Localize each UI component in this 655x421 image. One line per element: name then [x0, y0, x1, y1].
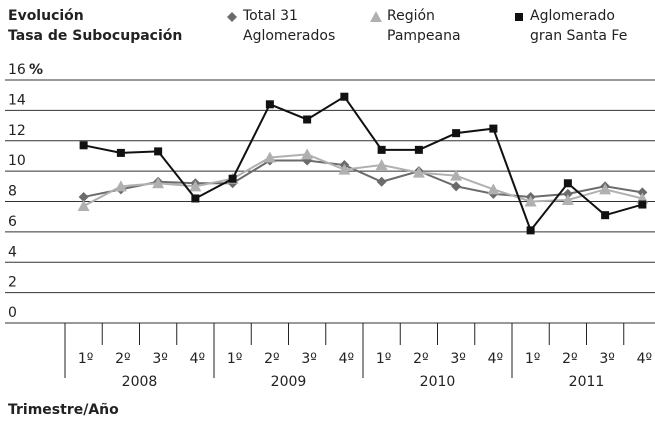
data-point: [77, 200, 90, 212]
y-tick-label: 14: [8, 92, 26, 108]
series-line: [83, 153, 643, 207]
x-group-label: 2011: [569, 374, 605, 390]
legend-label: Total 31 Aglomerados: [243, 8, 336, 44]
data-point: [638, 200, 647, 209]
y-tick-label: 16: [8, 62, 26, 78]
data-point: [228, 174, 237, 183]
data-point: [601, 211, 610, 220]
data-point: [375, 159, 388, 171]
data-point: [599, 183, 612, 195]
data-point: [303, 115, 312, 124]
x-axis-title: Trimestre/Año: [8, 402, 119, 418]
data-point: [450, 169, 463, 181]
data-point: [487, 183, 500, 195]
y-tick-label: 4: [8, 244, 17, 260]
legend-label: Región Pampeana: [387, 8, 461, 44]
x-tick-label: 3º: [301, 351, 317, 367]
legend-marker: [227, 12, 237, 22]
x-tick-label: 2º: [264, 351, 280, 367]
series-line: [83, 159, 643, 198]
legend-marker: [515, 13, 523, 21]
data-point: [191, 194, 200, 203]
x-group-label: 2008: [122, 374, 158, 390]
x-tick-label: 4º: [488, 351, 504, 367]
data-point: [562, 188, 573, 199]
data-point: [526, 226, 535, 235]
data-point: [152, 177, 165, 189]
data-point: [154, 147, 163, 156]
data-point: [338, 163, 351, 175]
x-tick-label: 1º: [376, 351, 392, 367]
x-group-label: 2010: [420, 374, 456, 390]
data-point: [637, 187, 648, 198]
data-point: [561, 193, 574, 205]
x-tick-label: 3º: [450, 351, 466, 367]
y-tick-label: 6: [8, 214, 17, 230]
x-tick-label: 1º: [227, 351, 243, 367]
data-point: [451, 181, 462, 192]
data-point: [376, 176, 387, 187]
x-group-label: 2009: [271, 374, 307, 390]
y-tick-label: 0: [8, 305, 17, 321]
data-point: [78, 191, 89, 202]
data-point: [377, 145, 386, 154]
data-point: [116, 148, 125, 157]
data-point: [489, 124, 498, 133]
x-tick-label: 2º: [562, 351, 578, 367]
chart-title: Evolución Tasa de Subocupación: [8, 8, 183, 44]
legend-marker: [370, 11, 382, 22]
data-point: [563, 179, 572, 188]
y-tick-label: 12: [8, 123, 26, 139]
y-tick-label: 2: [8, 275, 17, 291]
legend-label: Aglomerado gran Santa Fe: [530, 8, 628, 44]
data-point: [524, 195, 537, 207]
x-tick-label: 3º: [152, 351, 168, 367]
data-point: [340, 92, 349, 101]
x-tick-label: 2º: [413, 351, 429, 367]
data-point: [412, 166, 425, 178]
data-point: [263, 151, 276, 163]
y-unit: %: [29, 62, 43, 78]
data-point: [189, 180, 202, 192]
x-tick-label: 2º: [115, 351, 131, 367]
series-line: [83, 95, 643, 233]
x-tick-label: 4º: [339, 351, 355, 367]
x-tick-label: 3º: [599, 351, 615, 367]
data-point: [79, 141, 88, 150]
data-point: [265, 100, 274, 109]
y-tick-label: 10: [8, 153, 26, 169]
x-tick-label: 4º: [190, 351, 206, 367]
x-tick-label: 1º: [525, 351, 541, 367]
x-tick-label: 4º: [637, 351, 653, 367]
x-tick-label: 1º: [78, 351, 94, 367]
data-point: [452, 129, 461, 138]
y-tick-label: 8: [8, 184, 17, 200]
data-point: [114, 180, 127, 192]
data-point: [414, 145, 423, 154]
data-point: [301, 148, 314, 160]
